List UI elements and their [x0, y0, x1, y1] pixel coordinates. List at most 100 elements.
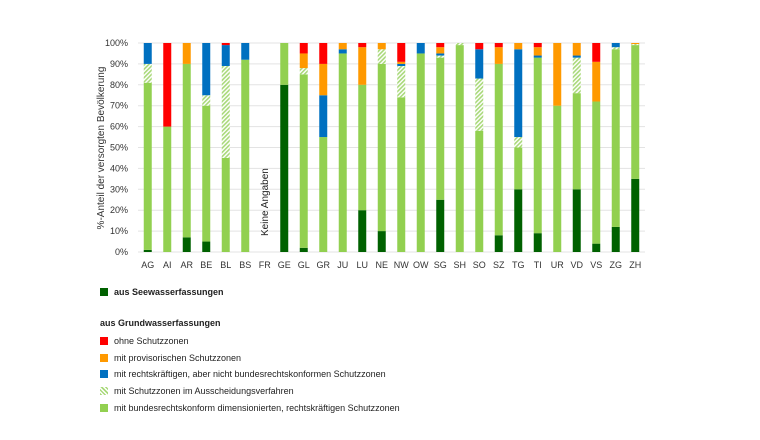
y-tick-label: 70% [110, 101, 128, 111]
bar-segment [494, 47, 503, 64]
y-tick-label: 0% [115, 247, 128, 257]
bar-segment [241, 59, 250, 252]
bar-segment [553, 43, 562, 106]
bar-segment [377, 63, 386, 232]
bar-segment [299, 247, 308, 252]
y-tick-label: 90% [110, 59, 128, 69]
bar-segment [436, 55, 445, 58]
y-tick-label: 20% [110, 205, 128, 215]
x-tick-label: ZG [610, 260, 623, 270]
bar-segment [631, 45, 640, 179]
legend-swatch [100, 354, 108, 362]
bar-segment [280, 43, 289, 85]
x-tick-label: SH [453, 260, 466, 270]
y-tick-label: 100% [105, 38, 128, 48]
bar-segment [475, 78, 484, 131]
legend-label: mit provisorischen Schutzzonen [114, 353, 242, 363]
bar-segment [533, 43, 542, 48]
bar-segment [592, 61, 601, 102]
bar-segment [592, 243, 601, 252]
bar-segment [221, 43, 230, 46]
bar-segment [611, 226, 620, 252]
bar-segment [163, 43, 172, 127]
bar-segment [397, 43, 406, 62]
bar-segment [299, 74, 308, 248]
x-tick-label: LU [356, 260, 368, 270]
bar-segment [397, 61, 406, 64]
y-axis-label: %-Anteil der versorgten Bevölkerung [96, 67, 107, 230]
bar-segment [202, 43, 211, 96]
bar-segment [221, 157, 230, 252]
bar-segment [611, 49, 620, 227]
bar-segment [338, 53, 347, 253]
bar-segment [436, 199, 445, 252]
y-tick-label: 40% [110, 163, 128, 173]
x-tick-label: BL [220, 260, 231, 270]
bar-segment [436, 47, 445, 54]
y-tick-label: 50% [110, 143, 128, 153]
bar-segment [592, 101, 601, 244]
bar-segment [611, 47, 620, 50]
bar-segment [202, 95, 211, 106]
bar-segment [202, 241, 211, 252]
bar-segment [514, 189, 523, 252]
bar-segment [572, 189, 581, 252]
bar-segment [221, 45, 230, 66]
y-tick-label: 30% [110, 184, 128, 194]
x-tick-label: AR [180, 260, 193, 270]
bar-segment [338, 43, 347, 50]
legend-item-provisorisch: mit provisorischen Schutzzonen [100, 353, 241, 363]
x-tick-label: ZH [629, 260, 641, 270]
bar-segment [494, 43, 503, 48]
bar-segment [319, 95, 328, 138]
x-tick-label: AI [163, 260, 172, 270]
bar-segment [592, 43, 601, 62]
x-tick-label: OW [413, 260, 429, 270]
no-data-annotation: Keine Angaben [260, 168, 271, 236]
bar-segment [358, 43, 367, 48]
legend-swatch [100, 370, 108, 378]
bar-segment [533, 57, 542, 234]
bar-segment [221, 65, 230, 158]
bar-segment [319, 63, 328, 96]
bar-segment [299, 68, 308, 75]
bar-segment [358, 47, 367, 85]
bar-segment [358, 210, 367, 252]
stacked-bar-chart: 0% 10% 20% 30% 40% 50% 60% 70% 80% 90% 100% AG AI AR… [96, 38, 645, 270]
bar-segment [572, 55, 581, 58]
x-tick-label: BS [239, 260, 251, 270]
y-tick-label: 10% [110, 226, 128, 236]
legend-group-heading: aus Grundwasserfassungen [100, 318, 221, 328]
x-tick-label: TG [512, 260, 525, 270]
bar-segment [533, 55, 542, 58]
bar-segment [514, 137, 523, 148]
x-tick-label: FR [259, 260, 271, 270]
legend-swatch [100, 337, 108, 345]
bar-segment [436, 43, 445, 48]
bar-segment [631, 178, 640, 252]
legend-label: mit Schutzzonen im Ausscheidungsverfahre… [114, 386, 294, 396]
bar-segment [182, 43, 191, 64]
x-tick-label: SZ [493, 260, 505, 270]
bar-segment [572, 43, 581, 56]
bar-segment [338, 49, 347, 54]
x-tick-label: VS [590, 260, 602, 270]
bar-segment [494, 63, 503, 236]
x-tick-label: TI [534, 260, 542, 270]
bar-segment [143, 82, 152, 250]
bar-segment [280, 84, 289, 252]
bar-segment [475, 49, 484, 79]
bar-segment [553, 105, 562, 252]
legend-label: mit bundesrechtskonform dimensionierten,… [114, 403, 400, 413]
legend-item-ohne: ohne Schutzzonen [100, 336, 189, 346]
bar-segment [143, 43, 152, 64]
legend-item-konform: mit bundesrechtskonform dimensionierten,… [100, 403, 400, 413]
y-tick-label: 80% [110, 80, 128, 90]
legend-item-see: aus Seewasserfassungen [100, 287, 224, 297]
x-tick-label: GR [317, 260, 331, 270]
legend-label: mit rechtskräftigen, aber nicht bundesre… [114, 369, 386, 379]
bar-segment [143, 249, 152, 252]
legend-item-ausscheidung: mit Schutzzonen im Ausscheidungsverfahre… [100, 386, 294, 396]
x-tick-label: VD [570, 260, 583, 270]
